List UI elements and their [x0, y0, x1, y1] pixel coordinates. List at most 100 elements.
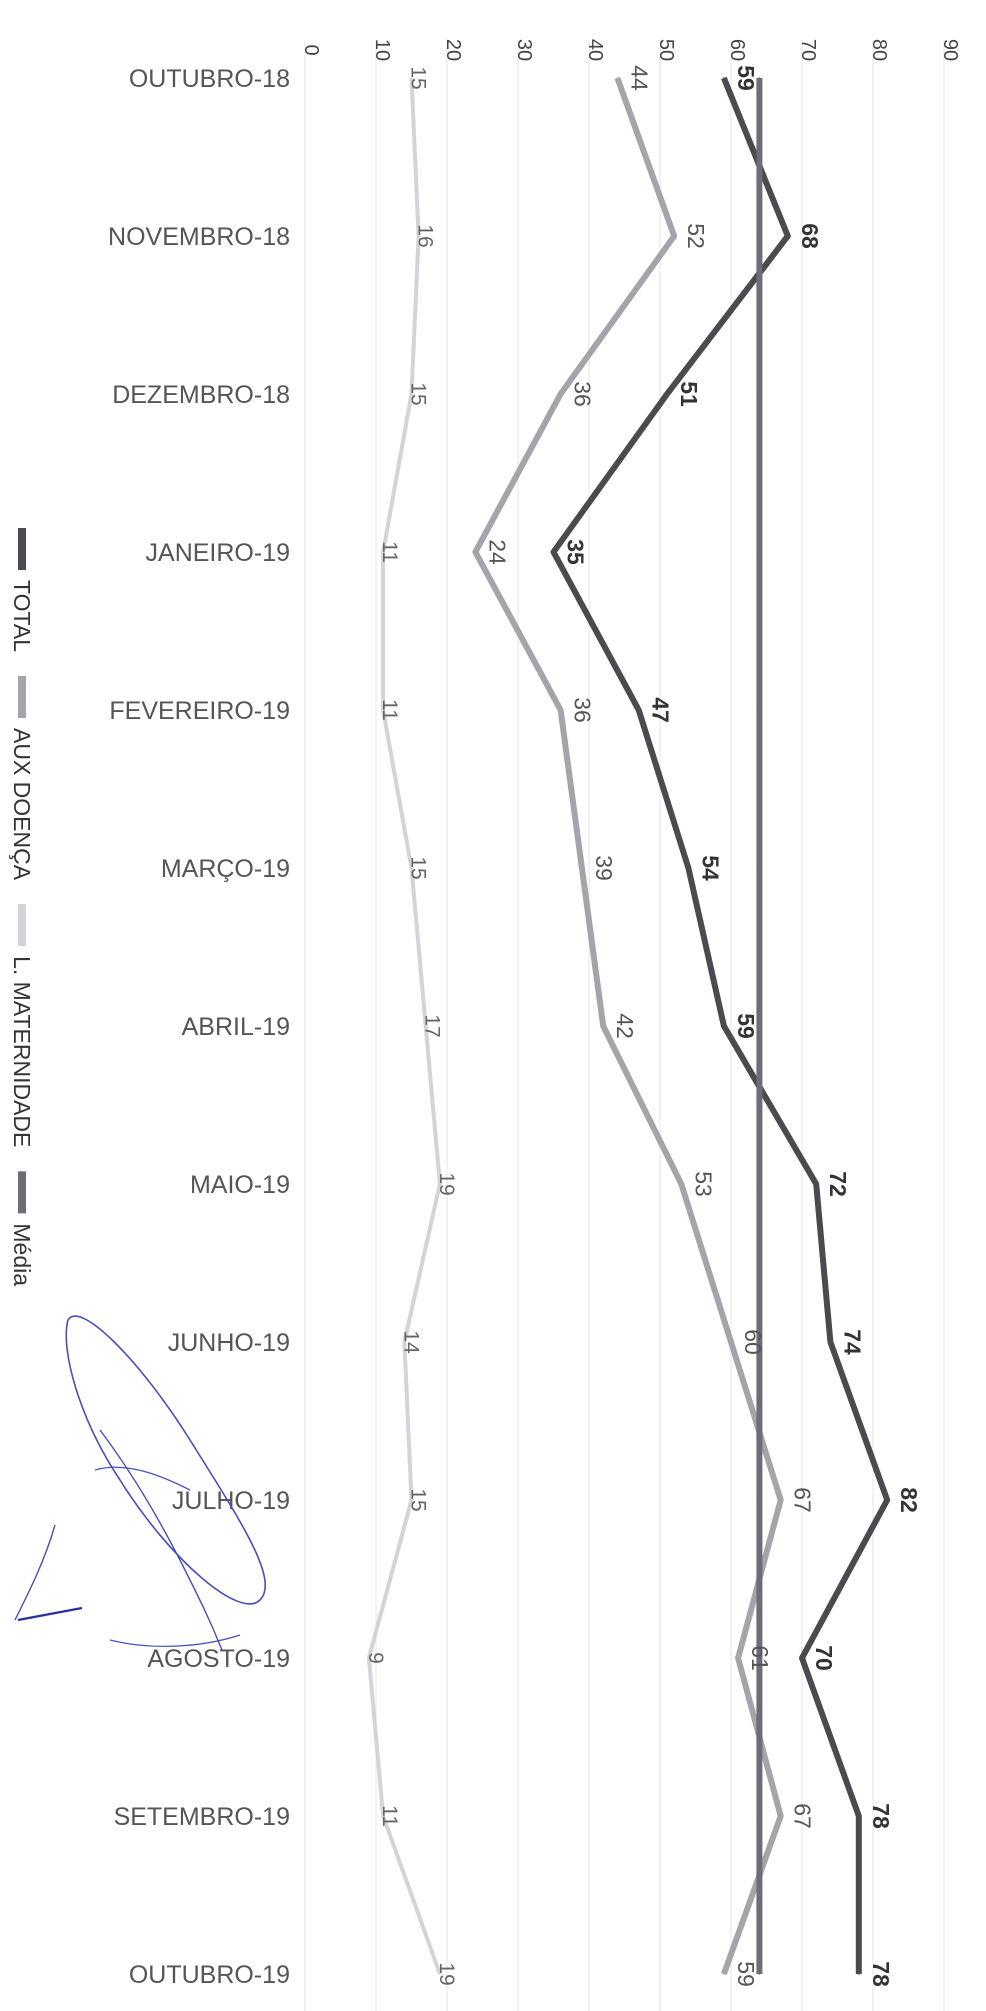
data-label: 72	[825, 1171, 851, 1197]
data-label: 9	[364, 1652, 387, 1664]
data-point	[858, 1815, 860, 1817]
data-point	[723, 77, 725, 79]
value-tick-label: 10	[371, 39, 393, 61]
data-point	[382, 709, 384, 711]
data-label: 47	[648, 697, 674, 723]
legend-label: AUX DOENÇA	[9, 728, 35, 881]
data-label: 44	[626, 65, 652, 91]
data-label: 52	[683, 223, 709, 249]
data-label: 36	[570, 381, 596, 407]
data-point	[439, 1973, 441, 1975]
data-point	[758, 1025, 761, 1027]
gridlines	[304, 40, 945, 2011]
data-point	[779, 1499, 782, 1501]
data-point	[680, 1183, 683, 1185]
data-labels: 59 68 51 35 47 54 59 72 74 82 70 78 78 44 52 36 24 36 39 42…	[364, 65, 922, 1987]
data-point	[758, 1973, 761, 1975]
data-point	[779, 1815, 782, 1817]
category-label: AGOSTO-19	[147, 1645, 290, 1673]
data-point	[829, 1341, 832, 1343]
data-point	[410, 867, 413, 869]
data-point	[637, 709, 640, 711]
data-point	[424, 1025, 427, 1027]
data-label: 82	[896, 1487, 922, 1513]
category-label: OUTUBRO-19	[129, 1961, 290, 1989]
data-label: 68	[797, 223, 823, 249]
data-label: 11	[378, 1805, 401, 1827]
legend-label: L. MATERNIDADE	[9, 956, 35, 1147]
data-point	[382, 551, 384, 553]
data-point	[581, 867, 583, 869]
value-tick-label: 20	[442, 39, 464, 61]
value-tick-label: 90	[939, 39, 961, 61]
data-point	[858, 1973, 860, 1975]
category-label: JUNHO-19	[168, 1329, 290, 1357]
data-point	[687, 867, 690, 869]
category-axis-labels: OUTUBRO-18 NOVEMBRO-18 DEZEMBRO-18 JANEIRO-…	[108, 65, 290, 1989]
category-label: SETEMBRO-19	[114, 1803, 290, 1831]
data-label: 42	[612, 1013, 638, 1039]
data-label: 54	[697, 855, 723, 881]
legend-label: TOTAL	[9, 580, 35, 652]
category-label: OUTUBRO-18	[129, 65, 290, 93]
handwritten-signature	[14, 1315, 266, 1651]
data-label: 11	[378, 699, 401, 721]
value-tick-label: 70	[797, 39, 819, 61]
data-label: 51	[676, 381, 702, 407]
data-label: 15	[407, 1488, 430, 1511]
data-label: 78	[868, 1803, 894, 1829]
data-point	[758, 77, 761, 79]
data-label: 15	[407, 382, 430, 405]
data-label: 11	[378, 541, 401, 563]
value-tick-label: 60	[726, 39, 748, 61]
data-label: 19	[435, 1172, 458, 1195]
data-point	[723, 1973, 725, 1975]
data-label: 59	[733, 1013, 759, 1039]
data-point	[410, 77, 413, 79]
legend-swatch	[18, 676, 26, 718]
data-point	[410, 1499, 413, 1501]
data-point	[787, 235, 789, 237]
value-tick-label: 80	[868, 39, 890, 61]
data-point	[758, 709, 761, 711]
data-point	[559, 393, 562, 395]
data-label: 39	[591, 855, 617, 881]
category-label: NOVEMBRO-18	[108, 223, 290, 251]
data-point	[758, 1657, 761, 1659]
data-label: 67	[790, 1803, 816, 1829]
data-point	[758, 393, 761, 395]
data-point	[801, 1657, 803, 1659]
data-label: 16	[414, 224, 437, 247]
data-label: 59	[733, 65, 759, 91]
data-label: 61	[747, 1645, 773, 1671]
legend-swatch	[18, 1171, 26, 1214]
data-label: 19	[435, 1962, 458, 1985]
data-point	[552, 551, 555, 553]
data-point	[410, 393, 413, 395]
data-label: 36	[570, 697, 596, 723]
data-point	[439, 1183, 441, 1185]
legend-swatch	[18, 528, 26, 570]
data-point	[666, 393, 668, 395]
data-label: 15	[407, 856, 430, 879]
category-label: MARÇO-19	[161, 855, 290, 883]
category-label: DEZEMBRO-18	[112, 381, 290, 409]
data-label: 15	[407, 66, 430, 89]
data-point	[382, 1815, 384, 1817]
data-point	[673, 235, 675, 237]
data-label: 53	[690, 1171, 716, 1197]
value-tick-label: 40	[584, 39, 606, 61]
category-label: JULHO-19	[172, 1487, 290, 1515]
data-point	[616, 77, 619, 79]
data-point	[758, 1341, 761, 1343]
value-tick-label: 50	[655, 39, 677, 61]
data-point	[723, 1025, 725, 1027]
data-label: 74	[839, 1329, 865, 1355]
value-axis-ticks: 0 10 20 30 40 50 60 70 80 90	[300, 39, 961, 61]
category-label: MAIO-19	[190, 1171, 290, 1199]
data-point	[737, 1657, 739, 1659]
data-point	[474, 551, 477, 553]
data-point	[815, 1183, 817, 1185]
category-label: JANEIRO-19	[146, 539, 290, 567]
